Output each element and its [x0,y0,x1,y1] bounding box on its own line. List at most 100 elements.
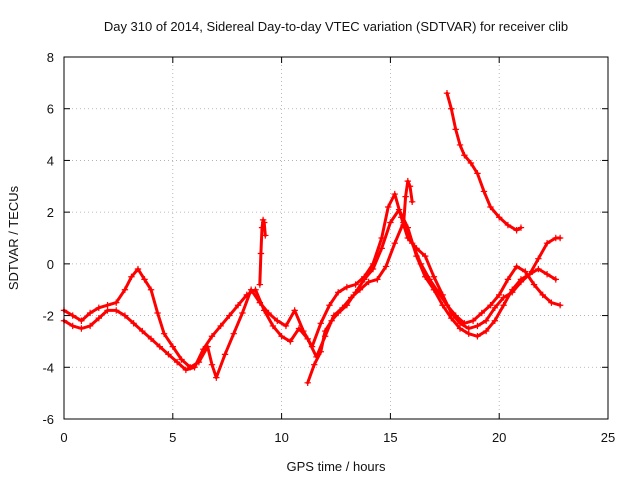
data-point [295,325,303,332]
data-point [487,203,494,211]
series-track-c [304,206,559,386]
data-point [262,232,269,239]
data-point [69,322,76,330]
data-point [282,322,290,330]
y-tick-label: -2 [42,309,54,324]
x-tick-label: 25 [601,430,615,445]
data-point [422,252,429,260]
data-point [334,289,342,296]
data-point [478,309,485,317]
y-tick-label: 8 [47,50,54,65]
data-point [156,343,163,350]
data-point [422,273,429,280]
data-point [461,320,468,327]
data-point [504,221,512,229]
data-point [474,170,481,177]
data-point [352,289,359,296]
series-line [62,221,562,372]
data-point [413,252,420,260]
y-tick-label: 6 [47,102,54,117]
data-point [539,291,546,299]
data-point [408,198,416,205]
data-point [439,302,446,309]
data-point [395,206,403,213]
y-tick-label: 0 [47,257,54,272]
data-point [448,105,455,112]
data-point [343,302,351,309]
y-tick-label: -4 [42,360,54,375]
data-point [430,286,438,293]
series-spike-9h [256,216,269,288]
data-point [548,299,555,306]
data-point [326,302,333,309]
data-point [391,239,398,247]
data-point [121,286,129,293]
data-point [452,312,459,319]
data-point [404,177,412,185]
data-point [456,325,464,332]
data-point [374,276,381,283]
data-point [482,327,490,335]
data-point [387,219,394,226]
data-point [86,322,94,330]
data-point [452,126,459,133]
data-point [467,159,475,167]
data-point [221,351,229,358]
data-point [500,294,507,301]
data-point [535,265,542,273]
data-point [141,276,148,283]
x-tick-label: 0 [60,430,67,445]
data-point [217,322,224,330]
data-point [513,263,520,270]
data-point [496,291,503,299]
data-point [69,312,76,319]
data-point [443,90,451,97]
data-point [147,335,155,343]
data-point [404,224,412,231]
data-point [208,333,216,340]
data-point [304,335,311,343]
data-point [430,273,438,280]
data-point [496,214,503,221]
data-point [269,322,277,330]
data-point [352,281,359,288]
x-tick-label: 15 [383,430,397,445]
data-point [86,309,94,317]
x-tick-label: 10 [274,430,288,445]
data-point [334,309,342,317]
series-line [306,208,558,385]
data-point [139,327,146,335]
data-point [321,327,329,335]
data-point [400,221,407,229]
data-point [328,317,335,324]
data-point [130,320,137,327]
data-point [552,276,559,283]
data-point [278,333,285,340]
plot-frame [63,56,609,420]
axes: 0 5 10 15 20 25 -6 -4 -2 0 2 4 6 8 [42,50,615,445]
data-point [78,317,85,324]
data-point [208,361,216,368]
data-point [461,152,468,159]
data-point [311,361,318,368]
data-point [522,268,529,275]
data-point [317,348,324,355]
data-point [382,263,390,270]
data-point [234,302,242,309]
data-point [406,183,414,190]
data-point [361,276,368,283]
data-point [191,364,198,371]
y-tick-label: 2 [47,205,54,220]
data-point [121,312,129,319]
chart-title: Day 310 of 2014, Sidereal Day-to-day VTE… [104,19,568,34]
data-point [543,271,551,278]
data-point [160,330,168,337]
data-point [517,224,525,231]
data-point [526,271,533,278]
series-track-a [60,190,564,381]
data-point [147,286,155,293]
y-axis-label: SDTVAR / TECUs [6,185,21,290]
data-point [543,239,551,247]
data-point [448,314,455,322]
